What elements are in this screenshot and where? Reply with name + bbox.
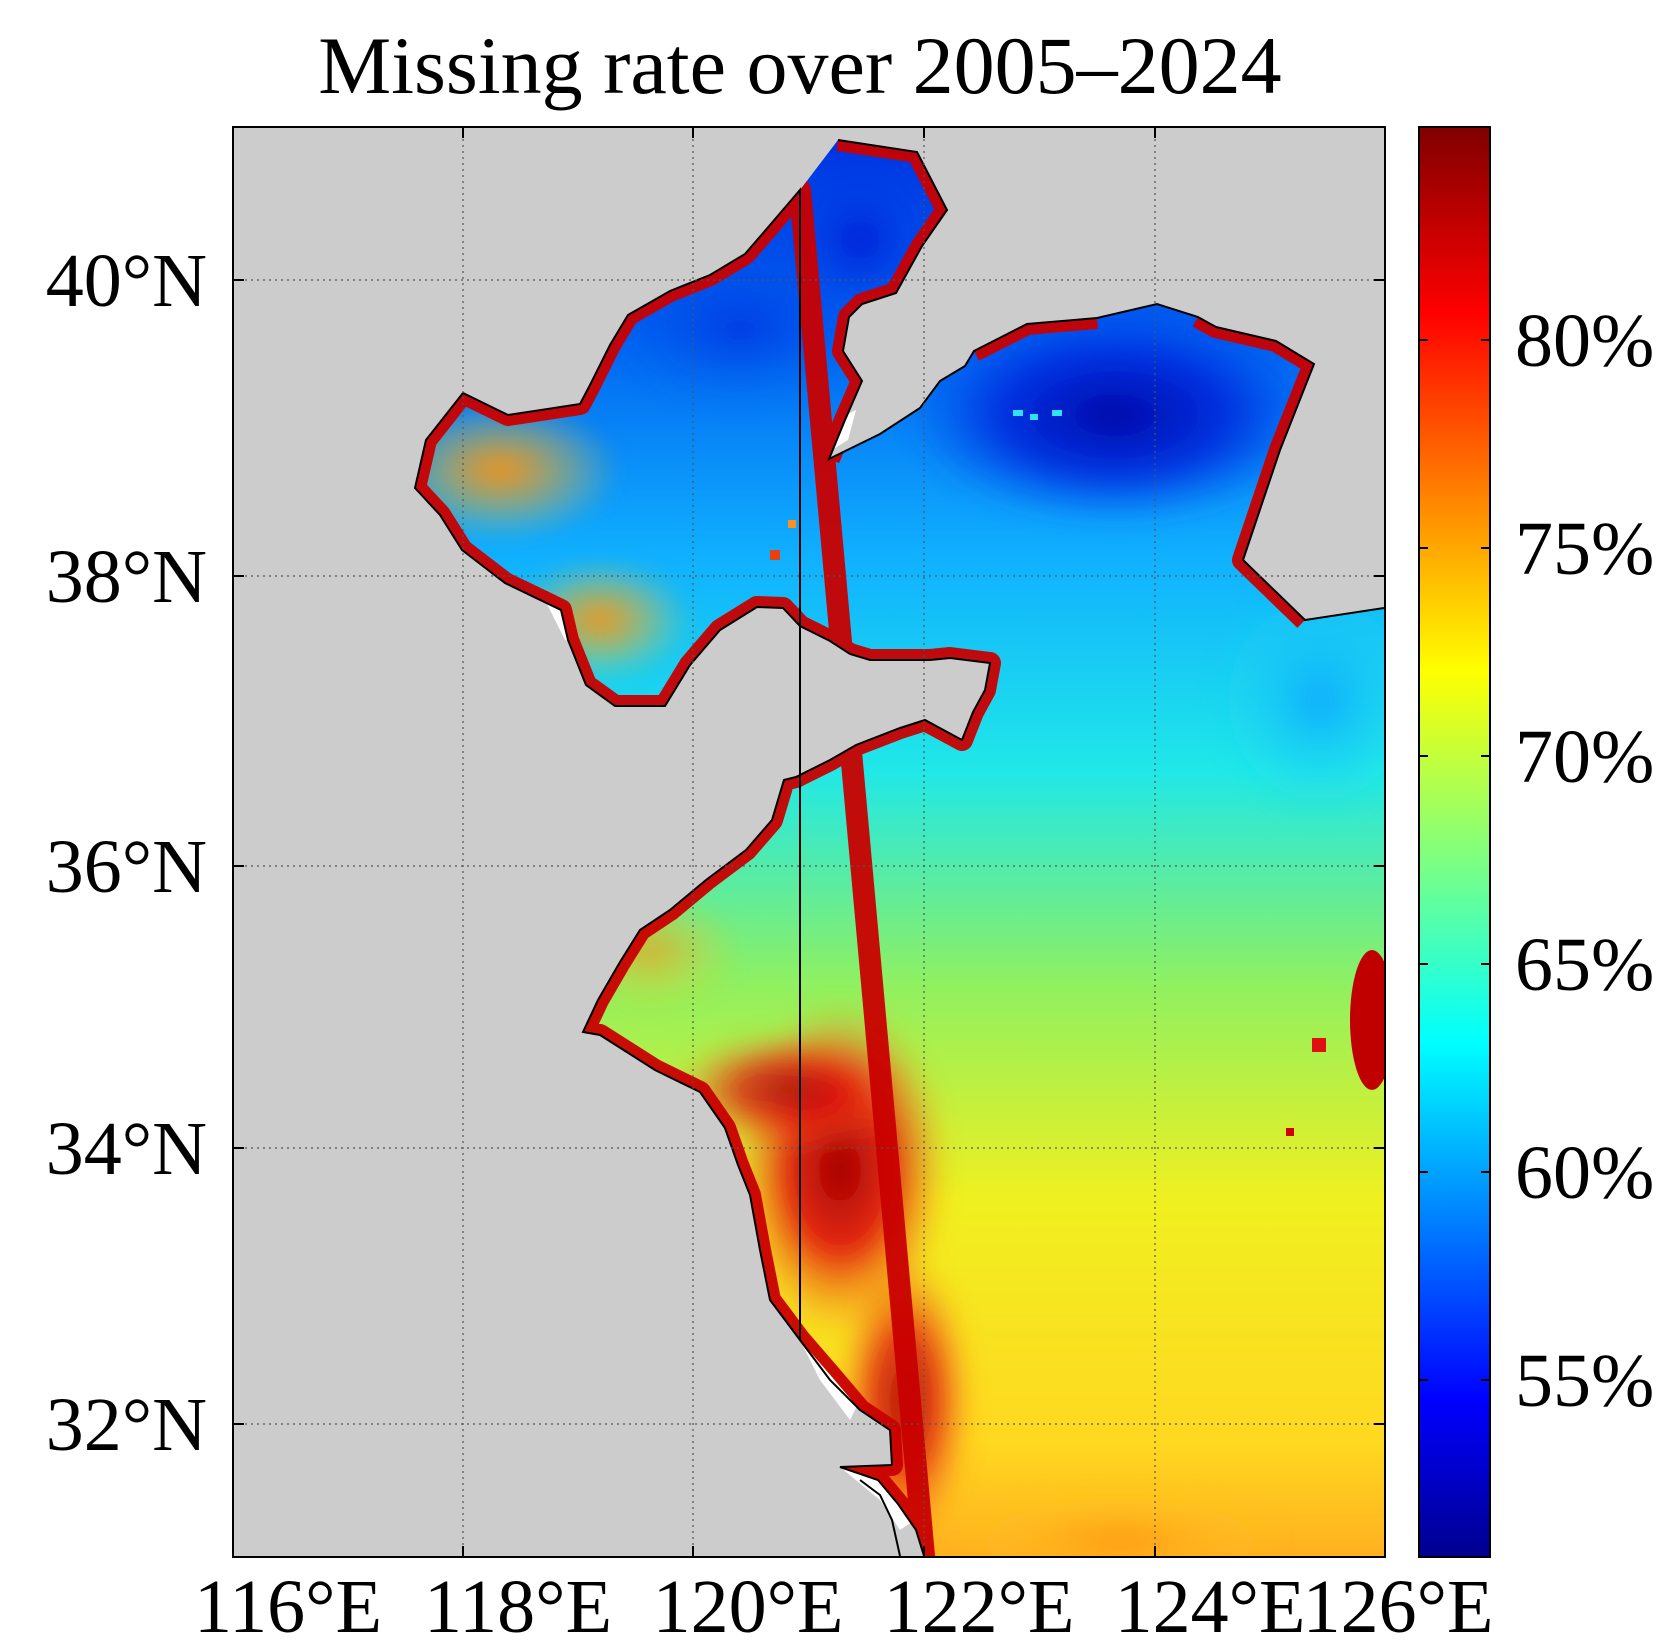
lat-label-36: 36°N [46, 825, 207, 909]
colorbar-label-65: 65% [1515, 923, 1654, 1007]
colorbar-label-60: 60% [1515, 1131, 1654, 1215]
colorbar-gradient [1418, 126, 1491, 1558]
lat-label-34: 34°N [46, 1107, 207, 1191]
map-plot-area: 40°N 38°N 36°N 34°N 32°N 116°E 118°E 120… [46, 126, 1494, 1649]
colorbar-label-70: 70% [1515, 715, 1654, 799]
graticule [233, 127, 1385, 1557]
coastline [413, 139, 1385, 1557]
lon-label-122: 122°E [884, 1565, 1075, 1646]
colorbar: 80% 75% 70% 65% 60% 55% [1418, 126, 1654, 1558]
axis-ticks [232, 127, 1386, 1557]
lon-label-120: 120°E [653, 1565, 844, 1646]
colorbar-label-80: 80% [1515, 299, 1654, 383]
lon-label-124: 124°E [1115, 1565, 1306, 1646]
latitude-labels: 40°N 38°N 36°N 34°N 32°N [46, 239, 207, 1467]
lon-label-126: 126°E [1303, 1565, 1494, 1646]
lon-label-118: 118°E [424, 1565, 612, 1646]
colorbar-label-75: 75% [1515, 507, 1654, 591]
longitude-labels: 116°E 118°E 120°E 122°E 124°E 126°E [194, 1565, 1494, 1649]
lon-label-116: 116°E [194, 1565, 382, 1646]
lat-label-32: 32°N [46, 1383, 207, 1467]
lat-label-40: 40°N [46, 239, 207, 323]
plot-frame [232, 126, 1386, 1558]
colorbar-label-55: 55% [1515, 1339, 1654, 1423]
lat-label-38: 38°N [46, 535, 207, 619]
map-title: Missing rate over 2005–2024 [318, 20, 1281, 111]
